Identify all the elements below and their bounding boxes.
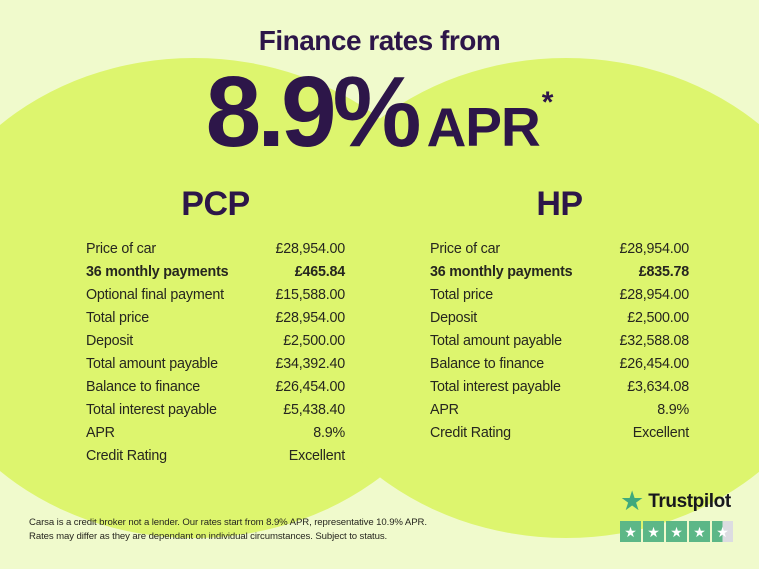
pcp-finance-table: Price of car £28,954.00 36 monthly payment…: [86, 237, 345, 467]
row-value: £28,954.00: [619, 286, 689, 303]
rating-star-box: ★: [643, 521, 664, 542]
row-value: £32,588.08: [619, 332, 689, 349]
rate-unit: APR*: [426, 86, 554, 159]
pcp-heading: PCP: [181, 185, 250, 223]
finance-table-row: Credit Rating Excellent: [86, 444, 345, 467]
row-value: Excellent: [632, 424, 689, 441]
star-icon: ★: [716, 523, 729, 540]
row-value: £2,500.00: [627, 309, 689, 326]
row-label: Total amount payable: [430, 332, 562, 349]
star-icon: ★: [647, 523, 660, 540]
star-icon: ★: [624, 523, 637, 540]
row-value: £835.78: [638, 263, 689, 280]
row-value: Excellent: [288, 447, 345, 464]
row-label: APR: [430, 401, 459, 418]
disclaimer-line-2: Rates may differ as they are dependant o…: [29, 530, 388, 542]
row-value: £465.84: [294, 263, 345, 280]
row-label: 36 monthly payments: [86, 263, 229, 280]
star-icon: ★: [670, 523, 683, 540]
finance-table-row: APR 8.9%: [430, 398, 689, 421]
row-label: Credit Rating: [430, 424, 511, 441]
row-value: 8.9%: [313, 424, 345, 441]
row-label: Price of car: [430, 240, 500, 257]
row-label: Total amount payable: [86, 355, 218, 372]
finance-table-row: Total amount payable £32,588.08: [430, 329, 689, 352]
row-value: £2,500.00: [283, 332, 345, 349]
page-title: Finance rates from: [258, 25, 501, 56]
finance-table-row: Credit Rating Excellent: [430, 421, 689, 444]
row-label: Credit Rating: [86, 447, 167, 464]
row-value: £5,438.40: [283, 401, 345, 418]
trustpilot-logo: ★ Trustpilot: [620, 488, 733, 515]
rating-star-box: ★: [712, 521, 733, 542]
finance-table-row: Balance to finance £26,454.00: [430, 352, 689, 375]
row-label: Deposit: [430, 309, 478, 326]
rate-value: 8.9%: [205, 56, 422, 168]
finance-table-row: Deposit £2,500.00: [430, 306, 689, 329]
row-value: £15,588.00: [275, 286, 345, 303]
row-value: £28,954.00: [619, 240, 689, 257]
rating-star-box: ★: [666, 521, 687, 542]
finance-table-row: Deposit £2,500.00: [86, 329, 345, 352]
row-label: APR: [86, 424, 115, 441]
headline-rate: 8.9% APR*: [0, 62, 759, 162]
star-icon: ★: [693, 523, 706, 540]
disclaimer-text: Carsa is a credit broker not a lender. O…: [29, 516, 429, 544]
footnote-asterisk: *: [541, 86, 554, 119]
row-value: £34,392.40: [275, 355, 345, 372]
trustpilot-star-icon: ★: [620, 486, 645, 516]
finance-table-row: 36 monthly payments £465.84: [86, 260, 345, 283]
trustpilot-rating-stars: ★ ★ ★ ★ ★: [620, 521, 733, 542]
row-label: Balance to finance: [86, 378, 201, 395]
finance-table-row: Balance to finance £26,454.00: [86, 375, 345, 398]
row-label: Total price: [86, 309, 149, 326]
row-label: Balance to finance: [430, 355, 545, 372]
row-label: Optional final payment: [86, 286, 224, 303]
trustpilot-wordmark: Trustpilot: [648, 490, 731, 512]
row-value: £26,454.00: [619, 355, 689, 372]
finance-table-row: Total amount payable £34,392.40: [86, 352, 345, 375]
disclaimer-line-1: Carsa is a credit broker not a lender. O…: [29, 517, 427, 528]
hp-heading: HP: [536, 185, 583, 223]
row-value: £28,954.00: [275, 240, 345, 257]
row-label: Total price: [430, 286, 493, 303]
row-value: £3,634.08: [627, 378, 689, 395]
finance-table-row: Optional final payment £15,588.00: [86, 283, 345, 306]
finance-table-row: 36 monthly payments £835.78: [430, 260, 689, 283]
row-label: Price of car: [86, 240, 156, 257]
finance-table-row: Price of car £28,954.00: [430, 237, 689, 260]
hp-column: HP Price of car £28,954.00 36 monthly paym…: [430, 187, 689, 444]
row-label: Total interest payable: [86, 401, 217, 418]
background-circle-right: [286, 58, 759, 538]
row-label: Deposit: [86, 332, 134, 349]
rating-star-box: ★: [689, 521, 710, 542]
row-label: Total interest payable: [430, 378, 561, 395]
hp-finance-table: Price of car £28,954.00 36 monthly payment…: [430, 237, 689, 444]
finance-table-row: Total price £28,954.00: [86, 306, 345, 329]
apr-label: APR: [426, 96, 541, 158]
finance-table-row: Total interest payable £5,438.40: [86, 398, 345, 421]
row-label: 36 monthly payments: [430, 263, 573, 280]
trustpilot-badge[interactable]: ★ Trustpilot ★ ★ ★ ★ ★: [620, 488, 733, 542]
row-value: £26,454.00: [275, 378, 345, 395]
row-value: 8.9%: [657, 401, 689, 418]
finance-table-row: Total interest payable £3,634.08: [430, 375, 689, 398]
rating-star-box: ★: [620, 521, 641, 542]
finance-table-row: APR 8.9%: [86, 421, 345, 444]
finance-table-row: Price of car £28,954.00: [86, 237, 345, 260]
finance-table-row: Total price £28,954.00: [430, 283, 689, 306]
pcp-column: PCP Price of car £28,954.00 36 monthly pay…: [86, 187, 345, 467]
row-value: £28,954.00: [275, 309, 345, 326]
